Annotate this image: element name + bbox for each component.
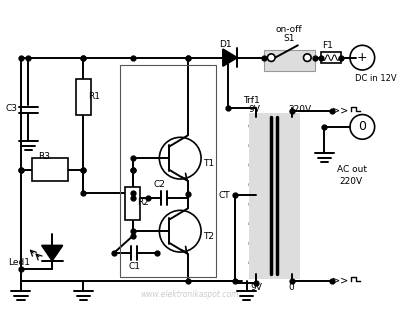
Text: C1: C1: [129, 262, 141, 271]
Text: DC in 12V: DC in 12V: [355, 74, 396, 83]
Text: S1: S1: [284, 34, 295, 43]
Circle shape: [304, 54, 311, 61]
Text: Trf1: Trf1: [243, 96, 260, 105]
Text: C2: C2: [154, 180, 166, 189]
Text: 220V: 220V: [340, 177, 363, 186]
Text: R1: R1: [88, 92, 100, 101]
Text: 0: 0: [358, 120, 366, 133]
Text: T2: T2: [203, 233, 214, 241]
Polygon shape: [42, 245, 63, 261]
Text: on-off: on-off: [276, 25, 303, 34]
Text: 220V: 220V: [288, 105, 312, 114]
Text: R3: R3: [38, 152, 50, 161]
Text: >>: >>: [332, 106, 348, 116]
Bar: [76, 78, 91, 115]
Bar: [32, 158, 68, 181]
Text: T1: T1: [203, 159, 214, 168]
Text: +: +: [357, 51, 368, 64]
Text: F1: F1: [322, 41, 333, 50]
Bar: [248, 113, 300, 279]
Text: www.elektronikaspot.com: www.elektronikaspot.com: [140, 290, 239, 299]
Text: 9V: 9V: [250, 283, 262, 292]
Circle shape: [268, 54, 275, 61]
Text: >>: >>: [332, 276, 348, 286]
Bar: [320, 52, 342, 63]
Text: CT: CT: [218, 191, 230, 200]
Text: R2: R2: [138, 198, 150, 207]
Text: 9V: 9V: [248, 105, 260, 114]
Text: D1: D1: [220, 40, 232, 49]
Bar: [264, 50, 315, 71]
Bar: [120, 65, 216, 277]
Text: AC out: AC out: [337, 165, 367, 174]
Bar: [125, 187, 140, 220]
Text: Led1: Led1: [8, 258, 30, 267]
Polygon shape: [223, 49, 237, 66]
Text: C3: C3: [6, 104, 18, 113]
Text: 0: 0: [288, 283, 294, 292]
